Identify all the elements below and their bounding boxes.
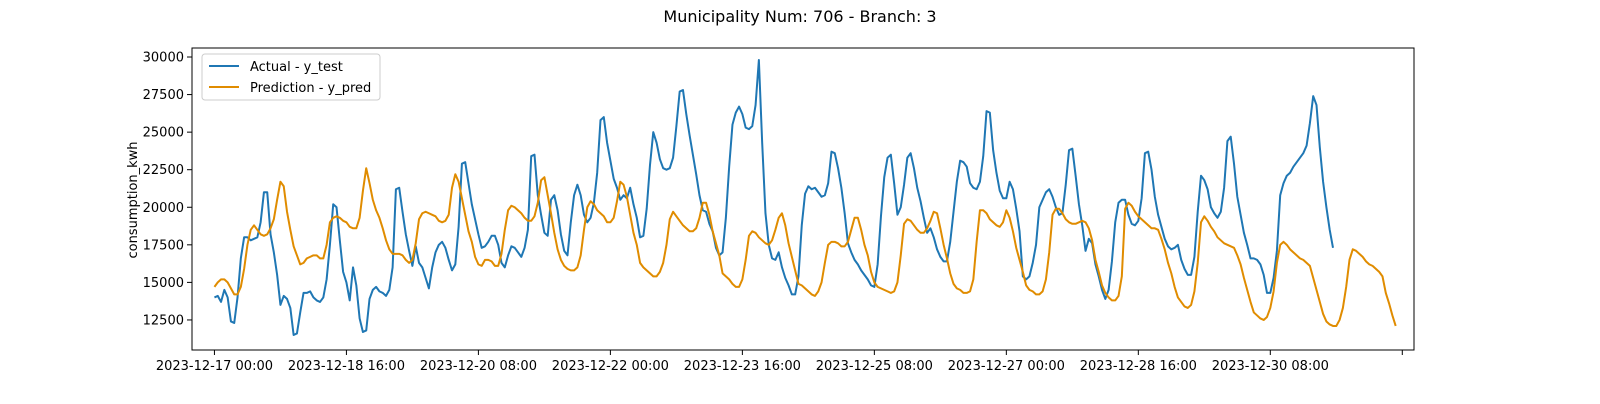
y-axis-ticks: 12500 15000 17500 20000 22500 25000 27500 30000 [143, 51, 192, 328]
x-tick-label: 2023-12-28 16:00 [1080, 359, 1197, 374]
y-tick-label: 17500 [143, 238, 184, 253]
x-axis-ticks: 2023-12-17 00:00 2023-12-18 16:00 2023-12-… [156, 350, 1403, 374]
series-layer [213, 59, 1397, 336]
x-tick-label: 2023-12-20 08:00 [420, 359, 537, 374]
y-tick-label: 15000 [143, 276, 184, 291]
x-tick-label: 2023-12-25 08:00 [816, 359, 933, 374]
legend: Actual - y_test Prediction - y_pred [201, 53, 381, 101]
chart-title: Municipality Num: 706 - Branch: 3 [663, 7, 936, 26]
x-tick-label: 2023-12-18 16:00 [288, 359, 405, 374]
plot-frame [191, 47, 1415, 351]
series-line-actual [214, 59, 1334, 336]
y-tick-label: 20000 [143, 201, 184, 216]
y-tick-label: 22500 [143, 163, 184, 178]
y-tick-label: 27500 [143, 88, 184, 103]
x-tick-label: 2023-12-22 00:00 [552, 359, 669, 374]
x-tick-label: 2023-12-30 08:00 [1212, 359, 1329, 374]
y-tick-label: 25000 [143, 126, 184, 141]
legend-label-prediction: Prediction - y_pred [250, 81, 371, 96]
x-tick-label: 2023-12-17 00:00 [156, 359, 273, 374]
series-line-prediction [213, 167, 1397, 327]
x-tick-label: 2023-12-23 16:00 [684, 359, 801, 374]
y-tick-label: 12500 [143, 313, 184, 328]
y-tick-label: 30000 [143, 51, 184, 66]
legend-label-actual: Actual - y_test [250, 60, 343, 75]
legend-box [201, 53, 381, 101]
y-axis-label: consumption_kwh [126, 141, 141, 258]
x-tick-label: 2023-12-27 00:00 [948, 359, 1065, 374]
